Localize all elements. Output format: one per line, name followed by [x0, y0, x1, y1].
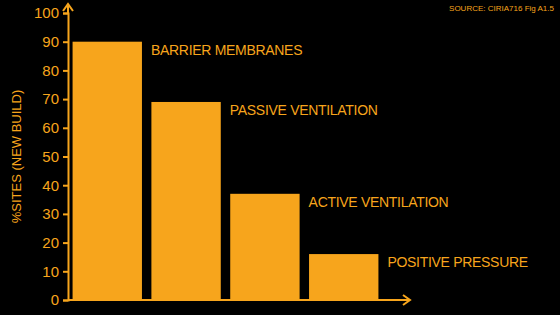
- background: [0, 0, 560, 315]
- tick-mark: [63, 300, 68, 302]
- tick-mark: [63, 70, 68, 72]
- chart: BARRIER MEMBRANES PASSIVE VENTILATION ACTI…: [0, 0, 560, 315]
- tick-label: 80: [42, 62, 59, 79]
- y-tick: 0: [51, 291, 68, 308]
- tick-label: 70: [42, 90, 59, 107]
- y-axis-line: [63, 14, 69, 301]
- category-label: POSITIVE PRESSURE: [387, 254, 527, 270]
- tick-label: 60: [42, 119, 59, 136]
- category-labels: BARRIER MEMBRANES PASSIVE VENTILATION ACTI…: [151, 42, 528, 270]
- x-axis-line: [68, 299, 410, 301]
- tick-label: 30: [42, 205, 59, 222]
- y-tick: 90: [42, 33, 68, 50]
- bar: [151, 102, 220, 300]
- source-note: SOURCE: CIRIA716 Fig A1.5: [449, 4, 554, 13]
- y-tick: 10: [42, 263, 68, 280]
- y-tick: 100: [34, 4, 68, 21]
- y-tick: 40: [42, 177, 68, 194]
- tick-mark: [63, 213, 68, 215]
- y-tick: 20: [42, 234, 68, 251]
- y-tick: 80: [42, 62, 68, 79]
- tick-mark: [63, 41, 68, 43]
- y-axis: 0 10 20 30 40 50 60 70 80 90 100: [34, 4, 69, 308]
- tick-mark: [63, 271, 68, 273]
- annotations: SOURCE: CIRIA716 Fig A1.5: [449, 4, 554, 13]
- y-axis-arrow: [63, 4, 73, 11]
- category-label: BARRIER MEMBRANES: [151, 42, 302, 58]
- axis-decor: [63, 4, 410, 305]
- y-tick: 60: [42, 119, 68, 136]
- tick-mark: [63, 242, 68, 244]
- tick-label: 20: [42, 234, 59, 251]
- tick-mark: [63, 127, 68, 129]
- category-label: PASSIVE VENTILATION: [230, 102, 378, 118]
- bar: [309, 254, 378, 300]
- tick-mark: [63, 185, 68, 187]
- x-axis-arrow: [403, 295, 410, 305]
- tick-label: 90: [42, 33, 59, 50]
- y-tick: 30: [42, 205, 68, 222]
- bars: [73, 42, 379, 300]
- y-tick: 70: [42, 90, 68, 107]
- tick-label: 10: [42, 263, 59, 280]
- bar: [73, 42, 142, 300]
- tick-label: 50: [42, 148, 59, 165]
- tick-mark: [63, 99, 68, 101]
- tick-label: 40: [42, 177, 59, 194]
- bar: [230, 194, 299, 300]
- y-tick: 50: [42, 148, 68, 165]
- tick-mark: [63, 156, 68, 158]
- y-axis-title: %SITES (NEW BUILD): [9, 90, 24, 224]
- category-label: ACTIVE VENTILATION: [309, 194, 449, 210]
- tick-label: 100: [34, 4, 59, 21]
- tick-label: 0: [51, 291, 59, 308]
- y-axis-arrow-line: [67, 6, 69, 13]
